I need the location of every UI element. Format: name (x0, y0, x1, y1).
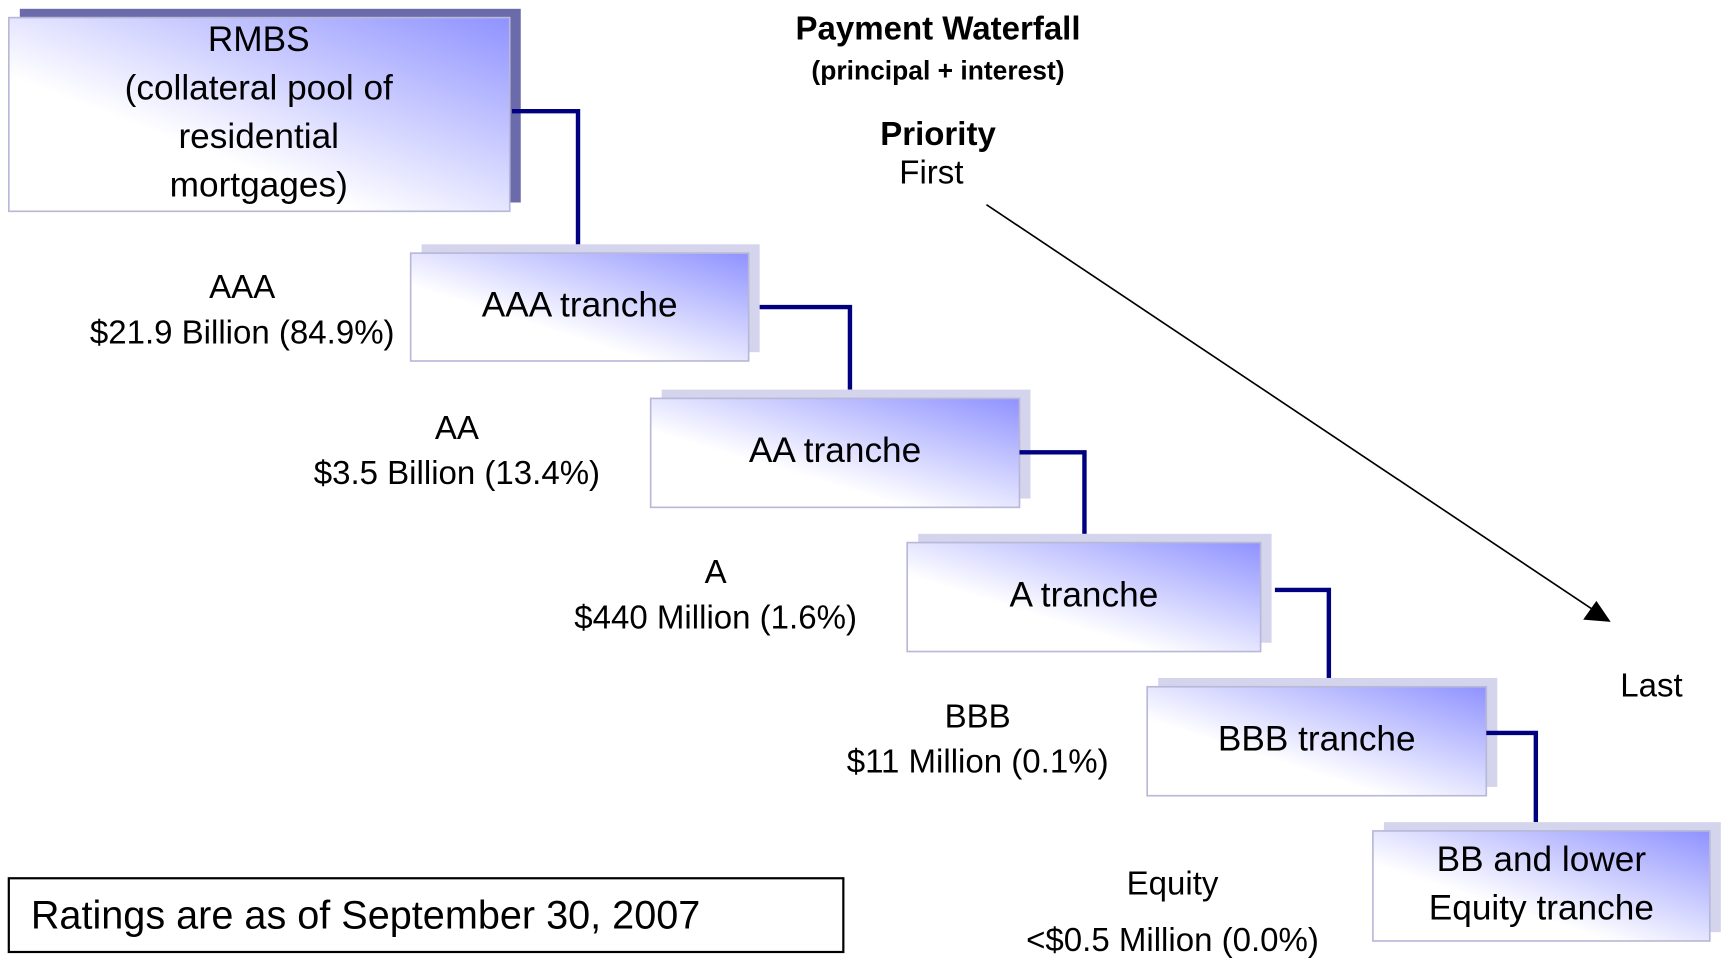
collateral-text: RMBS (208, 20, 310, 59)
rating: AA (435, 409, 479, 446)
amount: <$0.5 Million (0.0%) (1026, 921, 1319, 958)
tranche-label: A tranche (1009, 575, 1158, 614)
rating: BBB (945, 697, 1011, 734)
box (1146, 685, 1488, 797)
priority-label: Priority (880, 115, 996, 152)
note: Ratings are as of September 30, 2007 (31, 893, 701, 937)
amount: $3.5 Billion (13.4%) (314, 454, 600, 491)
collateral-text: mortgages) (170, 165, 348, 204)
box (906, 541, 1262, 653)
tranche-label: AA tranche (749, 431, 921, 470)
amount: $440 Million (1.6%) (574, 598, 857, 635)
tranche-label: AAA tranche (482, 285, 678, 324)
amount: $11 Million (0.1%) (847, 743, 1109, 780)
connector (1274, 587, 1332, 678)
subtitle: (principal + interest) (811, 56, 1064, 86)
tranche-label: BB and lower (1437, 840, 1647, 879)
connector (1486, 730, 1539, 823)
priority-arrow (986, 204, 1597, 613)
collateral-text: residential (178, 117, 339, 156)
rating: AAA (209, 268, 275, 305)
arrow-head (1583, 600, 1611, 622)
rating: A (705, 553, 727, 590)
connector (1019, 450, 1087, 543)
connector (759, 304, 853, 390)
connector (511, 108, 581, 245)
box (1372, 830, 1711, 942)
tranche-label: BBB tranche (1218, 720, 1416, 759)
amount: $21.9 Billion (84.9%) (90, 313, 395, 350)
priority-first: First (899, 154, 963, 191)
box (7, 16, 511, 213)
note-box (7, 877, 845, 954)
collateral-text: (collateral pool of (125, 69, 393, 108)
priority-last: Last (1620, 667, 1682, 704)
tranche-label: Equity tranche (1429, 888, 1654, 927)
rating: Equity (1127, 865, 1219, 902)
title: Payment Waterfall (795, 10, 1080, 47)
box (649, 397, 1021, 509)
box (409, 252, 750, 362)
